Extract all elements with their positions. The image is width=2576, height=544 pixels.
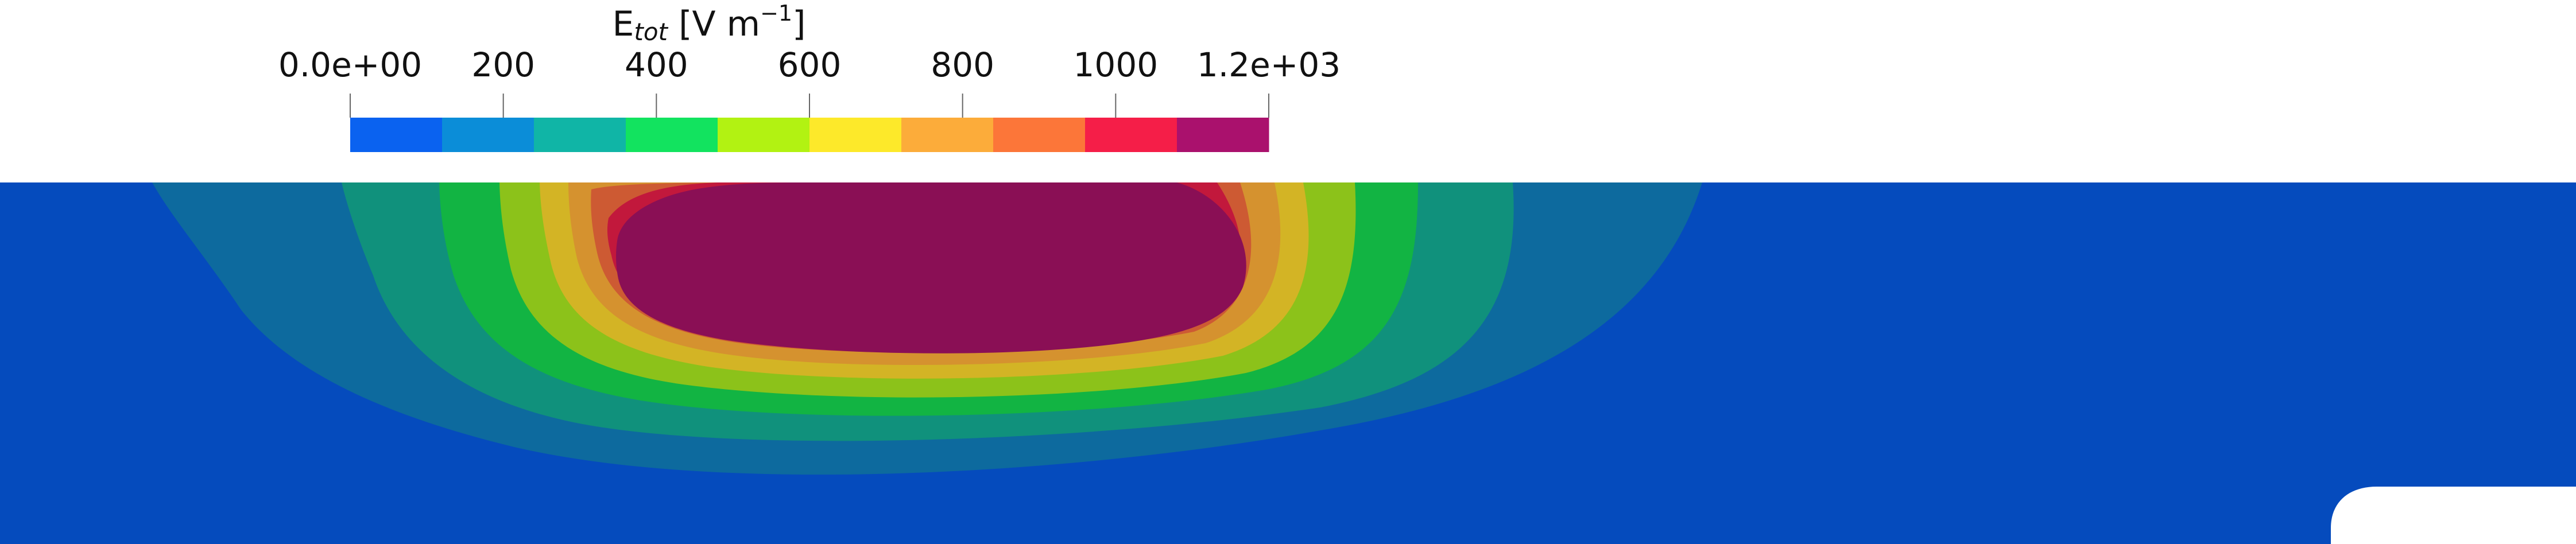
colorbar-band-8	[1085, 118, 1177, 152]
colorbar-band-3	[626, 118, 718, 152]
colorbar-band-0	[350, 118, 443, 152]
colorbar-tick-label: 800	[931, 45, 995, 84]
colorbar-band-7	[993, 118, 1086, 152]
geometry-cutout	[2331, 487, 2576, 544]
colorbar-tick-label: 1000	[1073, 45, 1159, 84]
colorbar-tick-label: 400	[624, 45, 688, 84]
colorbar-band-1	[442, 118, 534, 152]
colorbar-tick-label: 1.2e+03	[1196, 45, 1341, 84]
colorbar-band-2	[534, 118, 626, 152]
colorbar-band-4	[718, 118, 810, 152]
colorbar-band-9	[1177, 118, 1269, 152]
colorbar-tick-label: 0.0e+00	[278, 45, 423, 84]
colorbar-tick-label: 200	[471, 45, 536, 84]
colorbar-band-6	[901, 118, 994, 152]
colorbar-tick-label: 600	[777, 45, 842, 84]
colorbar-band-5	[809, 118, 902, 152]
contour-level-9	[616, 182, 1246, 353]
colorbar	[350, 94, 1269, 152]
